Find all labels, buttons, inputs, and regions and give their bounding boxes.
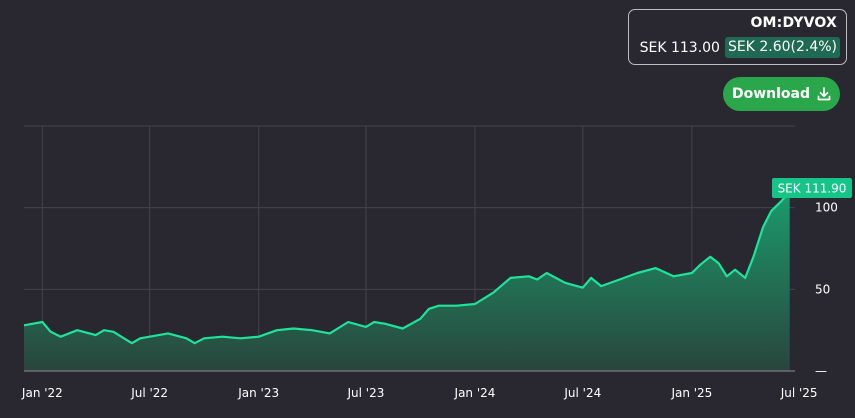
y-tick-label: 100 <box>815 201 838 215</box>
download-button[interactable]: Download <box>723 77 840 111</box>
current-price-label: SEK 111.90 <box>778 182 847 196</box>
x-tick-label: Jan '25 <box>670 386 712 400</box>
y-tick-label: 50 <box>815 282 830 296</box>
x-tick-label: Jul '22 <box>130 386 168 400</box>
price-row: SEK 113.00 SEK 2.60(2.4%) <box>640 37 840 58</box>
ticker-info-box: OM:DYVOX SEK 113.00 SEK 2.60(2.4%) <box>628 9 847 65</box>
x-tick-label: Jul '25 <box>780 386 818 400</box>
change-badge: SEK 2.60(2.4%) <box>724 37 840 58</box>
x-tick-label: Jan '22 <box>21 386 63 400</box>
download-icon <box>817 87 831 101</box>
price-area <box>24 191 790 371</box>
price-line <box>23 190 791 345</box>
ticker-symbol: OM:DYVOX <box>750 15 837 31</box>
download-button-label: Download <box>731 86 811 102</box>
x-tick-label: Jul '23 <box>347 386 385 400</box>
price-value: SEK 113.00 <box>639 39 720 56</box>
current-price-tag <box>772 178 852 198</box>
x-tick-label: Jan '24 <box>454 386 496 400</box>
x-tick-label: Jan '23 <box>237 386 279 400</box>
x-tick-label: Jul '24 <box>563 386 601 400</box>
y-tick-label: — <box>815 364 827 378</box>
